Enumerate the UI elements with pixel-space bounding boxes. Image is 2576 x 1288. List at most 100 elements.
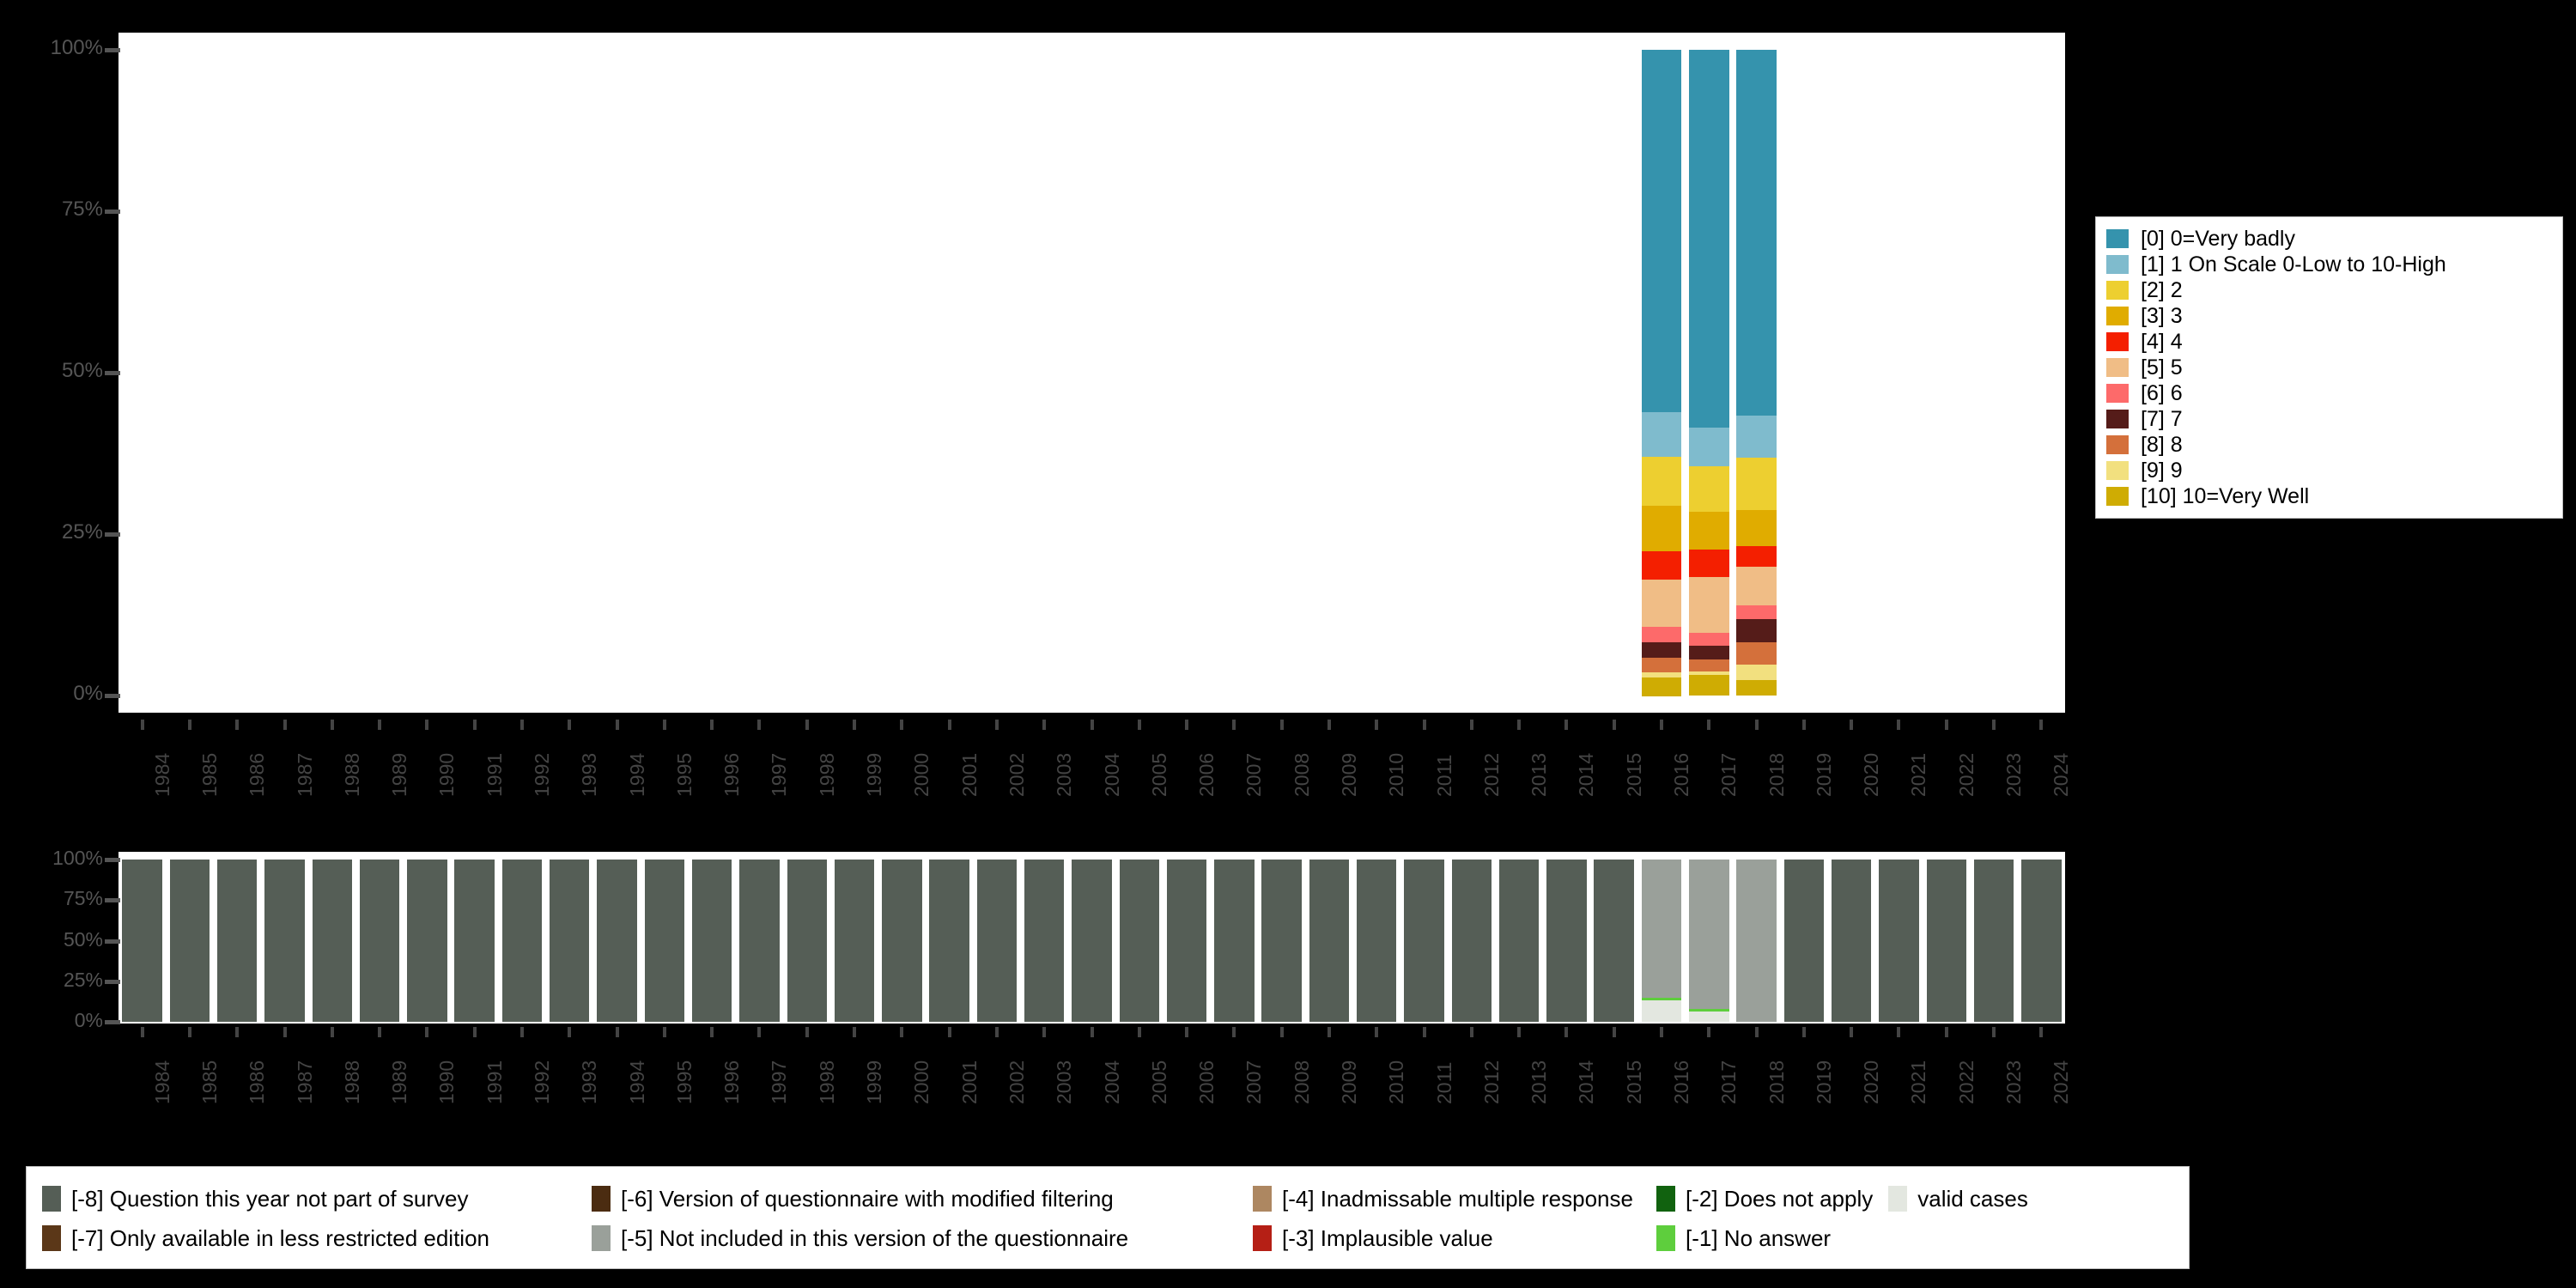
lower-bar-2022[interactable]	[1926, 860, 1966, 1022]
lower-bar-segment[interactable]	[787, 860, 827, 1022]
lower-bar-2011[interactable]	[1404, 860, 1444, 1022]
lower-bar-2001[interactable]	[929, 860, 969, 1022]
main-bar-segment[interactable]	[1689, 674, 1729, 696]
main-bar-segment[interactable]	[1641, 677, 1682, 696]
lower-bar-segment[interactable]	[1973, 860, 2014, 1022]
main-bar-segment[interactable]	[1641, 657, 1682, 672]
lower-bar-2006[interactable]	[1166, 860, 1207, 1022]
main-bar-segment[interactable]	[1641, 579, 1682, 628]
lower-bar-segment[interactable]	[834, 860, 875, 1022]
lower-bar-segment[interactable]	[359, 860, 400, 1022]
lower-bar-1996[interactable]	[691, 860, 732, 1022]
lower-bar-segment[interactable]	[976, 860, 1018, 1022]
lower-bar-1993[interactable]	[550, 860, 590, 1022]
main-bar-segment[interactable]	[1641, 671, 1682, 677]
legend-item[interactable]: [-5] Not included in this version of the…	[592, 1225, 1253, 1251]
lower-bar-1991[interactable]	[454, 860, 495, 1022]
main-bar-segment[interactable]	[1689, 466, 1729, 512]
lower-bar-2005[interactable]	[1119, 860, 1159, 1022]
lower-bar-2012[interactable]	[1451, 860, 1492, 1022]
lower-bar-segment[interactable]	[1498, 860, 1540, 1022]
lower-bar-1984[interactable]	[122, 860, 162, 1022]
lower-bar-1988[interactable]	[312, 860, 353, 1022]
main-bar-segment[interactable]	[1641, 550, 1682, 580]
main-bar-2017[interactable]	[1689, 50, 1729, 696]
lower-bar-2019[interactable]	[1783, 860, 1825, 1022]
lower-bar-segment[interactable]	[217, 860, 258, 1022]
main-bar-segment[interactable]	[1736, 566, 1777, 606]
lower-bar-segment[interactable]	[1451, 860, 1492, 1022]
legend-item[interactable]: [-8] Question this year not part of surv…	[42, 1186, 592, 1212]
lower-bar-segment[interactable]	[1357, 860, 1397, 1022]
main-bar-segment[interactable]	[1736, 679, 1777, 696]
lower-bar-2020[interactable]	[1831, 860, 1872, 1022]
lower-bar-2009[interactable]	[1309, 860, 1350, 1022]
main-bar-segment[interactable]	[1689, 671, 1729, 675]
lower-bar-2017[interactable]	[1689, 860, 1729, 1022]
lower-bar-1999[interactable]	[834, 860, 875, 1022]
legend-item[interactable]: valid cases	[1888, 1186, 2028, 1212]
lower-bar-segment[interactable]	[739, 860, 780, 1022]
legend-item[interactable]: [10] 10=Very Well	[2106, 483, 2552, 509]
main-bar-segment[interactable]	[1689, 646, 1729, 659]
main-bar-segment[interactable]	[1736, 545, 1777, 567]
legend-item[interactable]: [4] 4	[2106, 329, 2552, 355]
lower-bar-2018[interactable]	[1736, 860, 1777, 1022]
main-bar-segment[interactable]	[1689, 577, 1729, 634]
lower-bar-segment[interactable]	[1309, 860, 1350, 1022]
lower-bar-2016[interactable]	[1641, 860, 1682, 1022]
lower-bar-1987[interactable]	[264, 860, 305, 1022]
main-bar-segment[interactable]	[1641, 641, 1682, 658]
lower-bar-2000[interactable]	[882, 860, 922, 1022]
lower-bar-2004[interactable]	[1072, 860, 1112, 1022]
lower-bar-segment[interactable]	[1641, 997, 1682, 1001]
legend-item[interactable]: [8] 8	[2106, 432, 2552, 458]
main-bar-segment[interactable]	[1641, 411, 1682, 457]
lower-bar-segment[interactable]	[1072, 860, 1112, 1022]
lower-bar-2014[interactable]	[1546, 860, 1587, 1022]
lower-bar-segment[interactable]	[1783, 860, 1825, 1022]
lower-bar-segment[interactable]	[1736, 860, 1777, 1022]
lower-bar-2002[interactable]	[976, 860, 1018, 1022]
lower-bar-segment[interactable]	[1689, 1008, 1729, 1012]
main-bar-segment[interactable]	[1736, 605, 1777, 620]
lower-bar-segment[interactable]	[1404, 860, 1444, 1022]
main-bar-segment[interactable]	[1736, 619, 1777, 642]
main-bar-segment[interactable]	[1689, 659, 1729, 672]
lower-bar-segment[interactable]	[407, 860, 447, 1022]
lower-bar-segment[interactable]	[312, 860, 353, 1022]
lower-bar-2007[interactable]	[1214, 860, 1255, 1022]
legend-item[interactable]: [9] 9	[2106, 458, 2552, 483]
lower-bar-segment[interactable]	[1594, 860, 1634, 1022]
lower-bar-2013[interactable]	[1498, 860, 1540, 1022]
lower-bar-1990[interactable]	[407, 860, 447, 1022]
legend-item[interactable]: [6] 6	[2106, 380, 2552, 406]
lower-bar-segment[interactable]	[550, 860, 590, 1022]
lower-bar-segment[interactable]	[1024, 860, 1065, 1022]
lower-bar-segment[interactable]	[1214, 860, 1255, 1022]
legend-item[interactable]: [7] 7	[2106, 406, 2552, 432]
lower-bar-2015[interactable]	[1594, 860, 1634, 1022]
main-bar-2018[interactable]	[1736, 50, 1777, 696]
lower-bar-segment[interactable]	[1641, 860, 1682, 998]
main-bar-segment[interactable]	[1641, 627, 1682, 642]
lower-bar-segment[interactable]	[1926, 860, 1966, 1022]
lower-bar-2008[interactable]	[1261, 860, 1302, 1022]
legend-item[interactable]: [2] 2	[2106, 277, 2552, 303]
lower-bar-1994[interactable]	[597, 860, 637, 1022]
lower-bar-segment[interactable]	[264, 860, 305, 1022]
legend-item[interactable]: [1] 1 On Scale 0-Low to 10-High	[2106, 252, 2552, 277]
legend-item[interactable]: [-7] Only available in less restricted e…	[42, 1225, 592, 1251]
legend-item[interactable]: [-3] Implausible value	[1253, 1225, 1656, 1251]
legend-item[interactable]: [5] 5	[2106, 355, 2552, 380]
lower-bar-2003[interactable]	[1024, 860, 1065, 1022]
lower-bar-segment[interactable]	[929, 860, 969, 1022]
legend-item[interactable]: [-6] Version of questionnaire with modif…	[592, 1186, 1253, 1212]
lower-bar-segment[interactable]	[1119, 860, 1159, 1022]
lower-bar-segment[interactable]	[1546, 860, 1587, 1022]
main-bar-segment[interactable]	[1736, 641, 1777, 665]
lower-bar-segment[interactable]	[597, 860, 637, 1022]
lower-bar-segment[interactable]	[1831, 860, 1872, 1022]
lower-bar-1992[interactable]	[501, 860, 543, 1022]
lower-bar-segment[interactable]	[644, 860, 685, 1022]
